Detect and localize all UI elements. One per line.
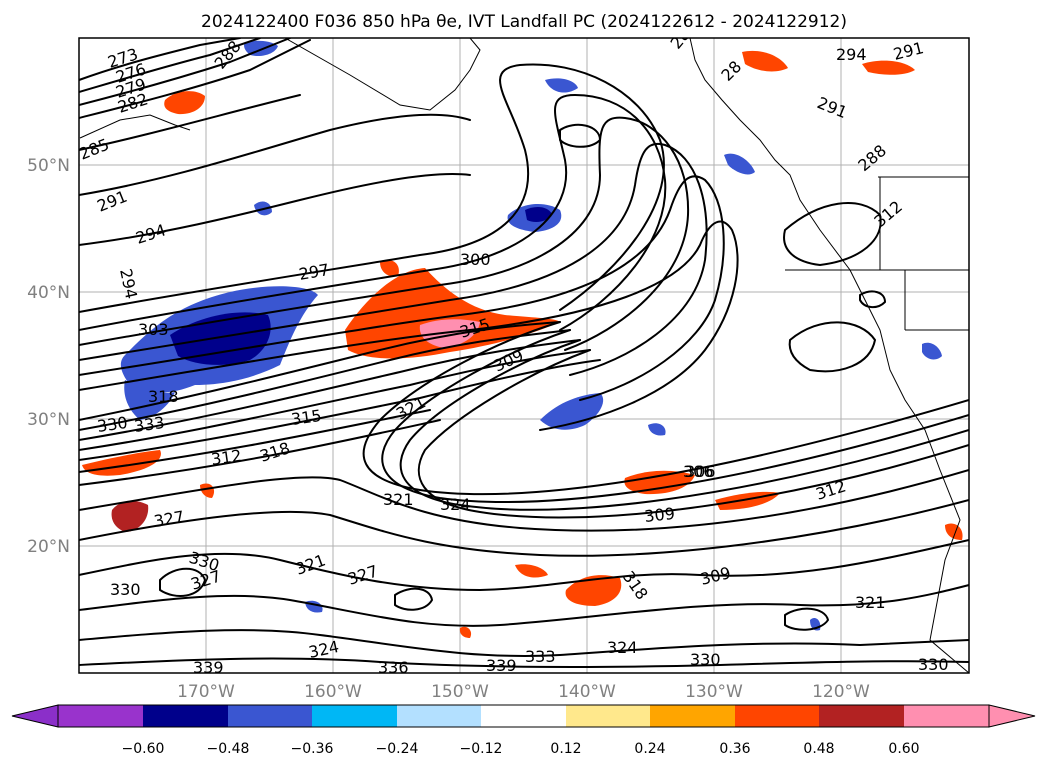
theta-e-contours [79, 38, 969, 668]
contour-label: 303 [138, 320, 169, 339]
contour-label: 315 [290, 406, 323, 429]
contour-label: 306 [683, 462, 714, 481]
map-panel: 273 276 279 282 285 288 291 294 294 297 … [79, 38, 969, 677]
colorbar-tick: 0.48 [803, 741, 834, 757]
contour-label: 312 [210, 446, 243, 469]
colorbar-segment [904, 705, 989, 727]
contour-label: 324 [607, 638, 638, 657]
contour-label: 306 [685, 462, 716, 481]
contour-label: 333 [525, 647, 556, 666]
lon-label: 160°W [304, 682, 362, 702]
contour-label: 339 [193, 658, 224, 677]
longitude-labels: 170°W 160°W 150°W 140°W 130°W 120°W [177, 682, 870, 702]
colorbar-segment [650, 705, 735, 727]
contour-label: 333 [133, 413, 166, 436]
colorbar-segment [228, 705, 312, 727]
colorbar-segment [312, 705, 397, 727]
figure-title: 2024122400 F036 850 hPa θe, IVT Landfall… [201, 12, 847, 32]
colorbar-segment [481, 705, 566, 727]
lon-label: 130°W [685, 682, 743, 702]
colorbar-segment [566, 705, 650, 727]
colorbar-segment [58, 705, 143, 727]
colorbar-tick: −0.12 [460, 741, 503, 757]
lat-label: 30°N [27, 410, 70, 430]
contour-label: 330 [690, 650, 721, 669]
colorbar: −0.60 −0.48 −0.36 −0.24 −0.12 0.12 0.24 … [11, 704, 1036, 757]
colorbar-extend-max [988, 704, 1036, 728]
colorbar-tick: −0.48 [207, 741, 250, 757]
colorbar-segment [819, 705, 904, 727]
colorbar-tick: −0.24 [376, 741, 419, 757]
colorbar-segment [735, 705, 819, 727]
colorbar-tick: 0.24 [634, 741, 665, 757]
lon-label: 170°W [177, 682, 235, 702]
contour-label: 339 [486, 656, 517, 675]
colorbar-tick: 0.12 [550, 741, 581, 757]
lon-label: 150°W [431, 682, 489, 702]
contour-label: 321 [855, 593, 886, 612]
colorbar-segment [143, 705, 228, 727]
lat-label: 40°N [27, 283, 70, 303]
colorbar-tick: 0.36 [719, 741, 750, 757]
lon-label: 120°W [812, 682, 870, 702]
colorbar-frame [57, 704, 990, 728]
contour-label: 294 [836, 45, 867, 64]
colorbar-extend-min [11, 704, 59, 728]
contour-label: 300 [460, 250, 491, 269]
map-frame [78, 37, 970, 674]
colorbar-tick: 0.60 [888, 741, 919, 757]
contour-label: 324 [440, 495, 471, 514]
lat-label: 50°N [27, 156, 70, 176]
latitude-labels: 50°N 40°N 30°N 20°N [27, 156, 70, 557]
contour-label: 336 [378, 658, 409, 677]
lat-label: 20°N [27, 537, 70, 557]
colorbar-tick: −0.36 [291, 741, 334, 757]
contour-label: 318 [148, 387, 179, 406]
contour-label: 330 [110, 580, 141, 599]
contour-label: 309 [643, 504, 675, 526]
contour-label: 330 [918, 655, 949, 674]
lon-label: 140°W [558, 682, 616, 702]
contour-label: 330 [96, 413, 129, 436]
colorbar-tick: −0.60 [122, 741, 165, 757]
contour-label: 321 [383, 490, 414, 509]
colorbar-segment [397, 705, 481, 727]
